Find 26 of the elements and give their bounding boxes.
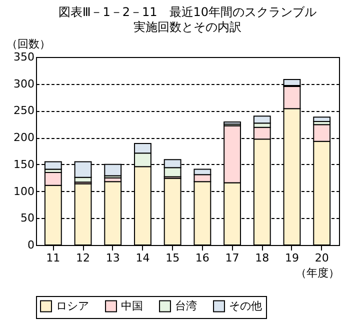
x-tick-label: 15 (166, 252, 180, 264)
legend-label: ロシア (56, 299, 89, 312)
x-tick-label: 14 (136, 252, 150, 264)
x-axis-title: （年度） (296, 266, 340, 280)
chart-subtitle: 実施回数とその内訳 (134, 20, 242, 34)
y-tick-label: 200 (14, 131, 34, 144)
y-tick-label: 350 (14, 50, 34, 64)
x-tick-label: 13 (106, 252, 120, 264)
x-tick-label: 11 (46, 252, 60, 264)
chart-title: 図表Ⅲ－1－2－11 最近10年間のスクランブル (58, 5, 317, 19)
y-tick-label: 0 (28, 238, 34, 252)
y-tick-label: 250 (14, 104, 34, 118)
y-tick-label: 300 (14, 77, 34, 90)
x-tick-label: 19 (284, 252, 299, 264)
legend-label: その他 (229, 299, 262, 312)
x-tick-label: 17 (225, 252, 240, 264)
y-tick-label: 100 (14, 184, 34, 198)
y-tick-label: 150 (14, 158, 34, 171)
x-tick-label: 12 (76, 252, 90, 264)
y-axis-title: （回数） (6, 38, 50, 50)
x-tick-label: 16 (195, 252, 210, 264)
legend-label: 台湾 (175, 299, 197, 312)
x-tick-label: 20 (314, 252, 329, 264)
legend-label: 中国 (121, 299, 143, 312)
x-tick-label: 18 (255, 252, 270, 264)
y-tick-label: 50 (20, 212, 34, 225)
